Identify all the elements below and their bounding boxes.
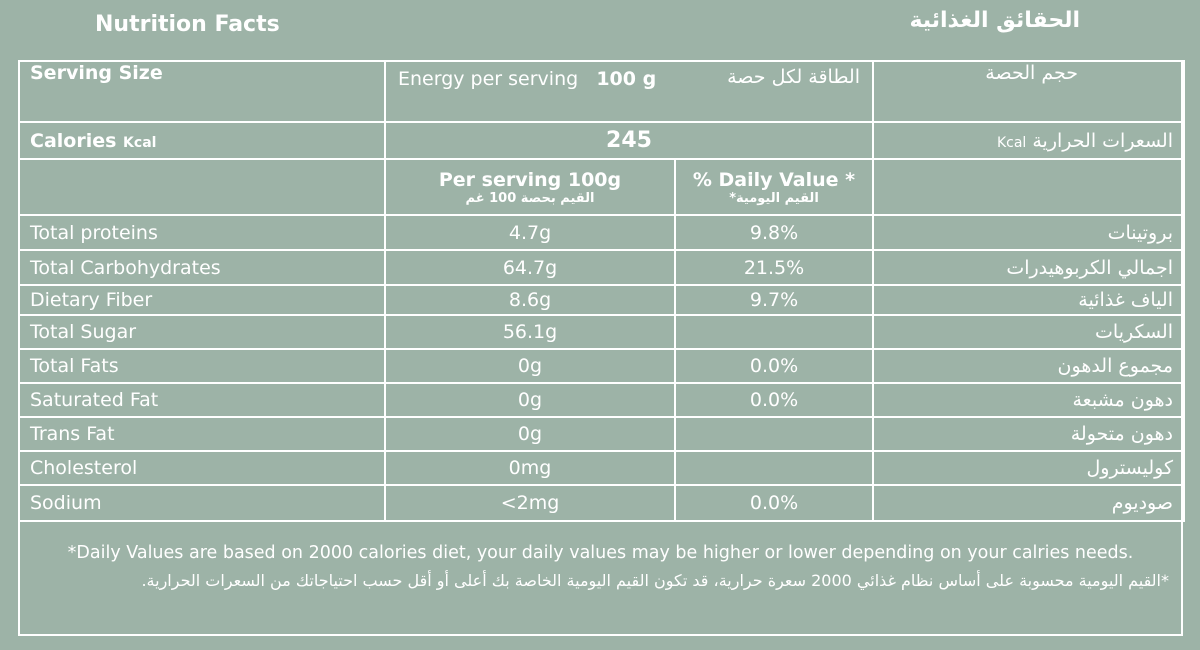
nutrient-row: Total proteins 4.7g 9.8% بروتينات xyxy=(18,214,1185,251)
nutrient-daily-value: 21.5% xyxy=(674,249,874,286)
per-serving-header: Per serving 100g xyxy=(438,168,622,191)
nutrient-name: Total Carbohydrates xyxy=(18,249,386,286)
daily-value-header: % Daily Value * xyxy=(692,168,856,191)
nutrient-daily-value: 0.0% xyxy=(674,484,874,522)
calories-label-arabic: السعرات الحرارية xyxy=(1032,129,1173,152)
nutrient-amount: 8.6g xyxy=(384,284,676,316)
energy-per-serving-arabic: الطاقة لكل حصة xyxy=(727,66,860,88)
nutrient-name-arabic: دهون متحولة xyxy=(872,416,1185,452)
nutrient-amount: 56.1g xyxy=(384,314,676,350)
nutrition-table: Serving Size Energy per serving 100 g ال… xyxy=(18,60,1185,522)
nutrient-amount: 0g xyxy=(384,382,676,418)
calories-label-arabic-cell: السعرات الحرارية Kcal xyxy=(872,121,1185,160)
nutrient-daily-value: 9.7% xyxy=(674,284,874,316)
nutrient-name-arabic: الياف غذائية xyxy=(872,284,1185,316)
header-blank-left xyxy=(18,158,386,216)
nutrient-daily-value: 0.0% xyxy=(674,348,874,384)
nutrient-amount: 0mg xyxy=(384,450,676,486)
nutrient-amount: <2mg xyxy=(384,484,676,522)
nutrient-amount: 0g xyxy=(384,416,676,452)
serving-size-label-arabic: حجم الحصة xyxy=(872,60,1185,123)
nutrient-row: Total Carbohydrates 64.7g 21.5% اجمالي الكر… xyxy=(18,249,1185,286)
daily-value-header-cell: % Daily Value * القيم اليومية* xyxy=(674,158,874,216)
nutrient-daily-value xyxy=(674,416,874,452)
serving-size-row: Serving Size Energy per serving 100 g ال… xyxy=(18,60,1185,123)
nutrient-amount: 4.7g xyxy=(384,214,676,251)
nutrient-name-arabic: اجمالي الكربوهيدرات xyxy=(872,249,1185,286)
nutrient-name: Total Fats xyxy=(18,348,386,384)
footnote-arabic: *القيم اليومية محسوبة على أساس نظام غذائ… xyxy=(141,571,1169,590)
nutrient-daily-value: 0.0% xyxy=(674,382,874,418)
footnote-area: *Daily Values are based on 2000 calories… xyxy=(18,525,1183,590)
nutrient-row: Saturated Fat 0g 0.0% دهون مشبعة xyxy=(18,382,1185,418)
calories-unit: Kcal xyxy=(123,134,157,151)
nutrient-name-arabic: صوديوم xyxy=(872,484,1185,522)
energy-per-serving: Energy per serving 100 g xyxy=(398,68,656,90)
calories-unit-arabic: Kcal xyxy=(996,134,1027,151)
calories-label-cell: Calories Kcal xyxy=(18,121,386,160)
nutrient-name: Total Sugar xyxy=(18,314,386,350)
header-blank-right xyxy=(872,158,1185,216)
serving-size-label: Serving Size xyxy=(18,60,386,123)
energy-per-serving-label: Energy per serving xyxy=(398,68,579,90)
nutrient-daily-value xyxy=(674,314,874,350)
calories-label: Calories xyxy=(30,129,117,152)
calories-value: 245 xyxy=(384,121,874,160)
nutrient-row: Total Fats 0g 0.0% مجموع الدهون xyxy=(18,348,1185,384)
energy-per-serving-cell: Energy per serving 100 g الطاقة لكل حصة xyxy=(384,60,874,123)
nutrient-name: Cholesterol xyxy=(18,450,386,486)
nutrient-row: Trans Fat 0g دهون متحولة xyxy=(18,416,1185,452)
title-arabic: الحقائق الغذائية xyxy=(909,8,1080,33)
nutrient-name-arabic: مجموع الدهون xyxy=(872,348,1185,384)
nutrient-daily-value: 9.8% xyxy=(674,214,874,251)
nutrient-name: Dietary Fiber xyxy=(18,284,386,316)
per-serving-header-arabic: القيم بحصة 100 غم xyxy=(465,190,595,206)
energy-per-serving-value: 100 g xyxy=(596,68,657,90)
nutrient-daily-value xyxy=(674,450,874,486)
nutrient-name: Saturated Fat xyxy=(18,382,386,418)
nutrient-name-arabic: دهون مشبعة xyxy=(872,382,1185,418)
nutrient-name-arabic: السكريات xyxy=(872,314,1185,350)
per-serving-header-cell: Per serving 100g القيم بحصة 100 غم xyxy=(384,158,676,216)
column-header-row: Per serving 100g القيم بحصة 100 غم % Dai… xyxy=(18,158,1185,216)
calories-row: Calories Kcal 245 السعرات الحرارية Kcal xyxy=(18,121,1185,160)
nutrient-name-arabic: بروتينات xyxy=(872,214,1185,251)
nutrient-row: Cholesterol 0mg كوليسترول xyxy=(18,450,1185,486)
title-english: Nutrition Facts xyxy=(95,12,280,37)
nutrient-amount: 0g xyxy=(384,348,676,384)
nutrient-row: Sodium <2mg 0.0% صوديوم xyxy=(18,484,1185,522)
nutrient-name: Sodium xyxy=(18,484,386,522)
nutrient-name: Total proteins xyxy=(18,214,386,251)
nutrient-amount: 64.7g xyxy=(384,249,676,286)
daily-value-header-arabic: القيم اليومية* xyxy=(729,190,819,206)
nutrient-row: Dietary Fiber 8.6g 9.7% الياف غذائية xyxy=(18,284,1185,316)
nutrient-name: Trans Fat xyxy=(18,416,386,452)
nutrient-row: Total Sugar 56.1g السكريات xyxy=(18,314,1185,350)
footnote-english: *Daily Values are based on 2000 calories… xyxy=(67,543,1134,563)
nutrient-name-arabic: كوليسترول xyxy=(872,450,1185,486)
